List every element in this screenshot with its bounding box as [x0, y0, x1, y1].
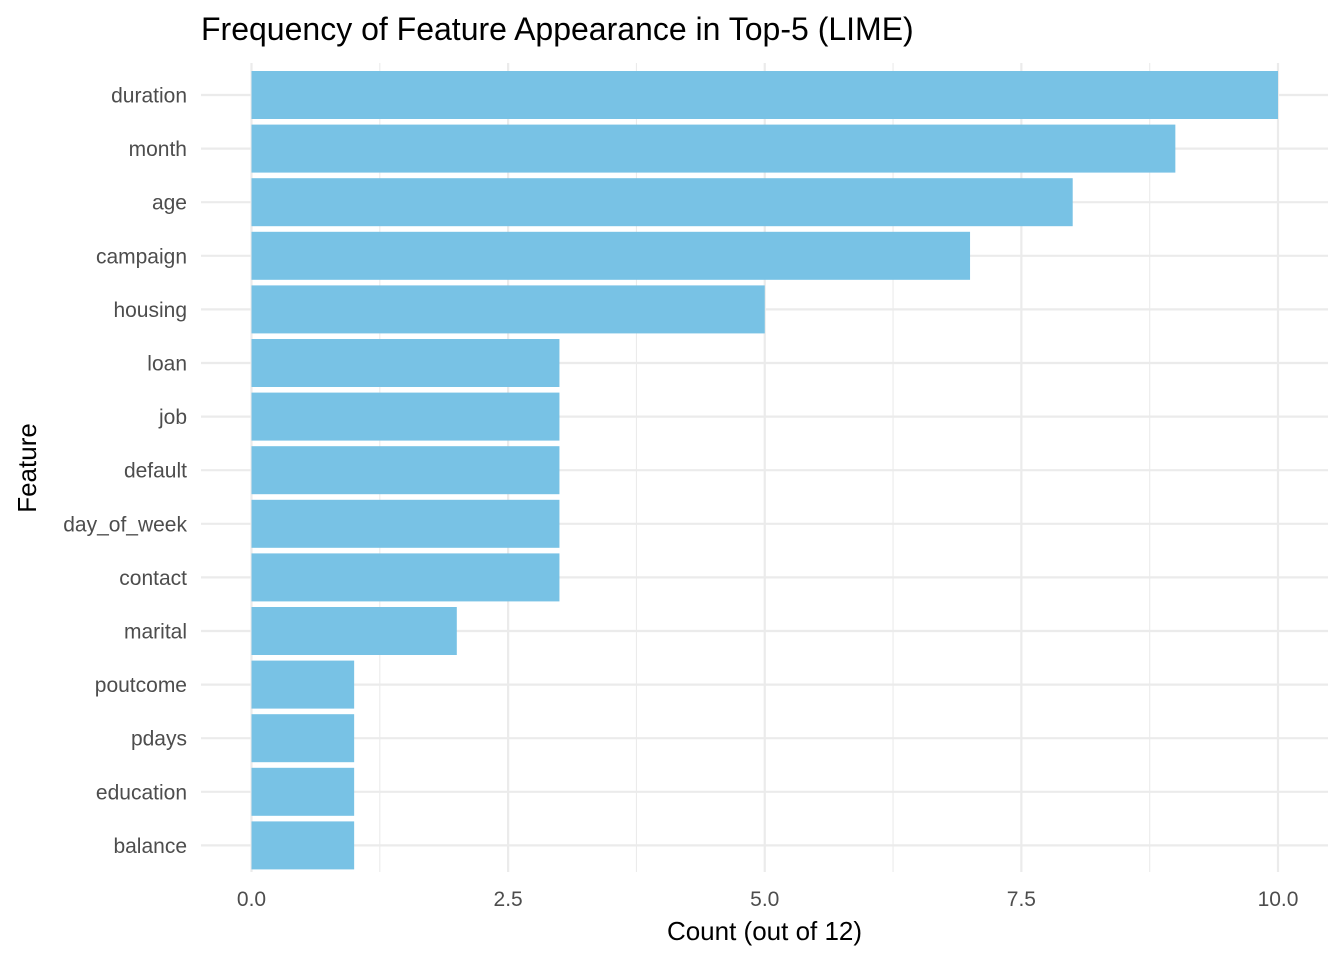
bar-poutcome	[251, 660, 355, 709]
bar-housing	[251, 285, 765, 334]
y-tick-label: housing	[113, 299, 187, 322]
y-tick-label: default	[124, 460, 187, 483]
bar-job	[251, 392, 560, 441]
x-tick-label: 10.0	[1258, 888, 1299, 911]
bar-contact	[251, 553, 560, 602]
bar-balance	[251, 821, 355, 870]
y-axis-title: Feature	[12, 423, 42, 513]
bar-month	[251, 124, 1176, 173]
x-axis-title: Count (out of 12)	[667, 916, 862, 946]
y-tick-label: pdays	[131, 728, 187, 751]
bar-default	[251, 446, 560, 495]
bar-age	[251, 178, 1073, 227]
chart-title: Frequency of Feature Appearance in Top-5…	[201, 11, 914, 47]
bar-duration	[251, 71, 1278, 119]
y-tick-label: month	[129, 138, 187, 161]
bar-pdays	[251, 714, 355, 763]
bar-marital	[251, 607, 457, 655]
y-tick-label: age	[152, 192, 187, 215]
y-tick-label: balance	[113, 835, 187, 858]
y-tick-label: campaign	[96, 245, 187, 268]
y-tick-labels: duration month age campaign housing loan job de…	[63, 85, 187, 858]
x-tick-label: 7.5	[1007, 888, 1036, 911]
bar-education	[251, 767, 355, 816]
y-tick-label: marital	[124, 621, 187, 644]
x-tick-label: 0.0	[237, 888, 266, 911]
y-tick-label: loan	[147, 353, 187, 376]
bar-layer	[251, 71, 1278, 870]
x-tick-label: 5.0	[750, 888, 779, 911]
bar-loan	[251, 339, 560, 387]
y-tick-label: day_of_week	[63, 513, 187, 536]
x-tick-label: 2.5	[494, 888, 523, 911]
y-tick-label: contact	[119, 567, 187, 590]
y-tick-label: education	[96, 781, 187, 804]
y-tick-label: poutcome	[95, 674, 187, 697]
y-tick-label: job	[158, 406, 187, 429]
y-tick-label: duration	[111, 85, 187, 108]
x-tick-labels: 0.0 2.5 5.0 7.5 10.0	[237, 888, 1299, 911]
bar-campaign	[251, 231, 971, 280]
bar-day-of-week	[251, 499, 560, 548]
